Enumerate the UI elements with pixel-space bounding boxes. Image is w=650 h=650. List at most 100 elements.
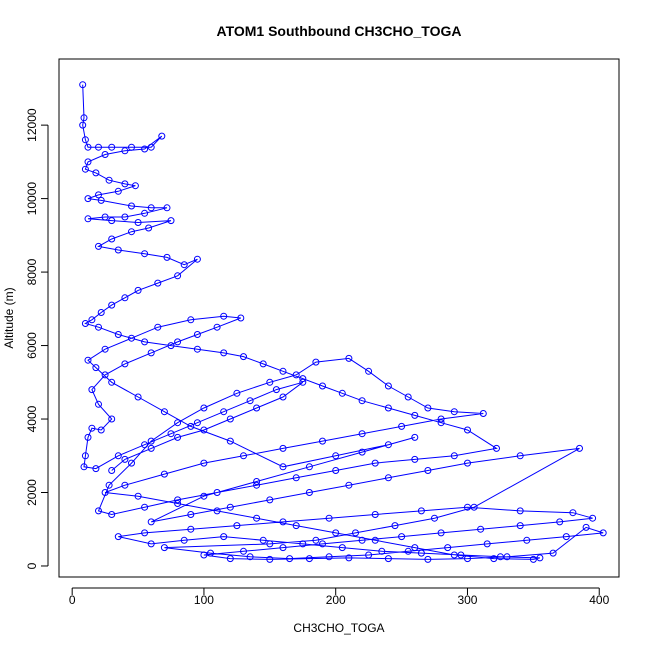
data-point: [226, 503, 234, 511]
data-point: [332, 467, 340, 474]
data-point: [128, 334, 135, 342]
data-point: [496, 553, 504, 561]
data-point: [84, 433, 92, 441]
data-point: [141, 503, 149, 511]
data-point: [160, 544, 168, 552]
data-point: [299, 375, 307, 383]
data-point: [160, 470, 168, 478]
data-point: [576, 444, 583, 452]
data-point: [95, 323, 102, 331]
data-point: [187, 511, 195, 518]
data-point: [200, 404, 208, 412]
data-point: [128, 459, 135, 467]
data-point: [240, 452, 247, 460]
data-point: [134, 393, 142, 401]
data-point: [141, 209, 149, 217]
y-tick-label: 12000: [25, 108, 39, 142]
data-point: [84, 195, 92, 203]
data-point: [101, 345, 109, 353]
data-point: [338, 544, 346, 552]
data-point: [345, 354, 353, 362]
data-point: [226, 415, 234, 423]
data-point: [81, 136, 89, 144]
data-point: [253, 478, 261, 485]
data-point: [240, 353, 247, 361]
data-point: [105, 481, 113, 489]
data-point: [213, 323, 221, 331]
x-tick-label: 200: [326, 593, 346, 607]
data-point: [226, 555, 234, 563]
data-point: [358, 430, 366, 438]
data-point: [365, 367, 373, 375]
x-tick-label: 300: [457, 593, 477, 607]
data-point: [562, 533, 570, 541]
data-point: [121, 481, 129, 489]
data-point: [444, 544, 452, 552]
data-point: [141, 145, 149, 153]
data-point: [147, 437, 155, 445]
data-point: [92, 169, 100, 177]
data-point: [147, 349, 155, 357]
data-point: [108, 235, 116, 243]
data-point: [174, 272, 182, 280]
data-point: [384, 555, 392, 563]
data-point: [437, 415, 445, 423]
data-point: [477, 525, 485, 533]
data-point: [88, 316, 96, 324]
data-point: [80, 463, 88, 471]
data-point: [411, 433, 419, 441]
data-point: [158, 132, 166, 140]
data-point: [516, 522, 524, 530]
data-point: [246, 553, 254, 561]
data-point: [345, 481, 353, 489]
data-point: [200, 551, 208, 559]
data-point: [154, 323, 162, 331]
data-point: [404, 393, 412, 401]
data-point: [141, 338, 149, 346]
data-point: [220, 533, 228, 541]
data-point: [569, 509, 577, 517]
data-point: [411, 411, 419, 419]
data-point: [128, 143, 135, 151]
data-point: [384, 474, 392, 482]
data-point: [365, 551, 373, 559]
data-point: [246, 397, 254, 405]
data-point: [325, 553, 333, 561]
x-tick-label: 400: [589, 593, 609, 607]
data-point: [490, 555, 498, 563]
data-point: [516, 452, 524, 460]
data-point: [279, 393, 287, 401]
data-point: [233, 389, 241, 397]
data-point: [253, 481, 261, 489]
data-point: [145, 224, 153, 232]
data-point: [121, 360, 129, 368]
data-point: [121, 147, 129, 155]
data-point: [582, 523, 590, 531]
data-point: [325, 514, 333, 522]
data-point: [299, 540, 307, 548]
data-point: [312, 358, 320, 366]
data-point: [200, 459, 208, 467]
data-point: [207, 549, 214, 557]
data-point: [424, 404, 432, 412]
data-point: [279, 518, 287, 526]
data-point: [121, 455, 129, 463]
data-point: [516, 507, 524, 515]
data-point: [128, 202, 135, 210]
data-point: [292, 371, 300, 379]
data-point: [174, 500, 182, 507]
data-point: [114, 533, 122, 541]
data-point: [128, 228, 135, 236]
data-point: [131, 182, 139, 190]
data-point: [358, 536, 366, 544]
data-point: [105, 176, 113, 184]
data-point: [450, 551, 458, 559]
data-point: [391, 522, 399, 530]
data-point: [200, 492, 208, 500]
data-point: [240, 547, 247, 555]
data-point: [450, 452, 458, 460]
data-point: [470, 503, 478, 511]
data-point: [272, 386, 280, 394]
